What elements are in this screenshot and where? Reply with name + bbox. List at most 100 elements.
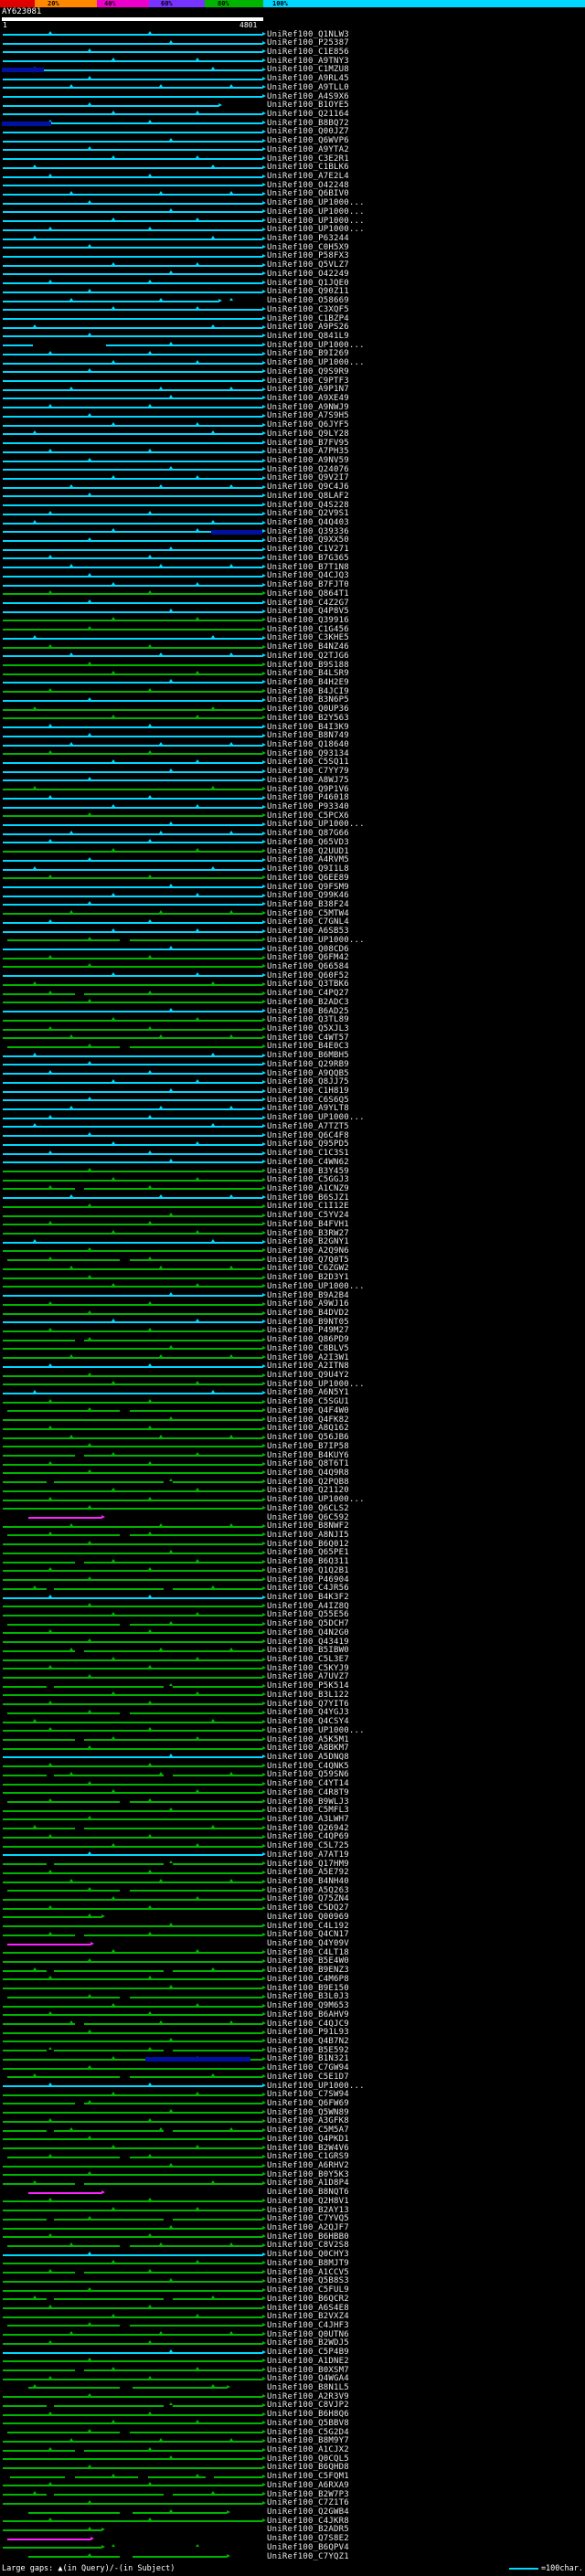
hit-bar-segment[interactable] (3, 291, 262, 293)
hit-bar-segment[interactable] (3, 593, 262, 596)
hit-bar-segment[interactable] (3, 1002, 262, 1004)
hit-label[interactable]: UniRef100_Q5WN89 (267, 2107, 349, 2117)
hit-bar-segment[interactable] (3, 1250, 262, 1253)
hit-label[interactable]: UniRef100_P58FX3 (267, 251, 349, 261)
hit-bar-segment[interactable] (3, 424, 262, 427)
hit-label[interactable]: UniRef100_Q86PD9 (267, 1335, 349, 1345)
hit-label[interactable]: UniRef100_Q4B7N2 (267, 2036, 349, 2046)
hit-bar-segment[interactable] (3, 2520, 262, 2523)
hit-label[interactable]: UniRef100_Q9LY28 (267, 429, 349, 439)
hit-bar-segment[interactable] (130, 1410, 262, 1413)
hit-bar-segment[interactable] (3, 193, 262, 196)
hit-label[interactable]: UniRef100_Q864T1 (267, 588, 349, 599)
hit-bar-segment[interactable] (3, 1934, 76, 1936)
hit-bar-segment[interactable] (3, 273, 262, 276)
hit-bar-segment[interactable] (3, 1543, 262, 1546)
hit-bar-segment[interactable] (84, 2369, 262, 2372)
hit-label[interactable]: UniRef100_B2VXZ4 (267, 2312, 349, 2322)
hit-label[interactable]: UniRef100_A1CCV5 (267, 2267, 349, 2277)
hit-label[interactable]: UniRef100_A9TNY3 (267, 56, 349, 66)
hit-bar-segment[interactable] (3, 1392, 262, 1394)
hit-label[interactable]: UniRef100_A9WJ16 (267, 1299, 349, 1309)
hit-bar-segment[interactable] (6, 2325, 120, 2327)
hit-bar-segment[interactable] (3, 255, 262, 258)
hit-bar-segment[interactable] (3, 761, 262, 764)
hit-label[interactable]: UniRef100_UP1000... (267, 2081, 365, 2091)
hit-bar-segment[interactable] (3, 548, 262, 551)
hit-label[interactable]: UniRef100_Q17HM9 (267, 1859, 349, 1869)
hit-bar-segment[interactable] (3, 2396, 262, 2399)
hit-bar-segment[interactable] (3, 1730, 262, 1733)
hit-bar-segment[interactable] (3, 859, 262, 862)
hit-bar-segment[interactable] (3, 1579, 262, 1582)
hit-label[interactable]: UniRef100_C1BLK6 (267, 163, 349, 173)
hit-label[interactable]: UniRef100_C4JR56 (267, 1584, 349, 1594)
hit-bar-segment[interactable] (3, 664, 262, 667)
hit-bar-segment[interactable] (3, 2449, 76, 2452)
hit-bar-segment[interactable] (3, 726, 262, 729)
hit-label[interactable]: UniRef100_Q95PD5 (267, 1140, 349, 1150)
hit-bar-segment[interactable] (3, 51, 262, 54)
hit-bar-segment[interactable] (3, 69, 262, 71)
hit-bar-segment[interactable] (3, 1481, 47, 1484)
hit-bar-strong-segment[interactable] (210, 529, 262, 535)
hit-bar-segment[interactable] (3, 2307, 262, 2309)
hit-bar-segment[interactable] (3, 345, 34, 347)
hit-label[interactable]: UniRef100_C5KYJ9 (267, 1663, 349, 1673)
hit-bar-segment[interactable] (3, 904, 262, 906)
hit-bar-segment[interactable] (3, 1898, 262, 1901)
hit-label[interactable]: UniRef100_UP1000... (267, 935, 365, 945)
hit-bar-segment[interactable] (3, 1179, 262, 1182)
hit-bar-segment[interactable] (6, 1996, 120, 1998)
hit-bar-segment[interactable] (3, 1703, 262, 1706)
hit-bar-segment[interactable] (3, 2218, 47, 2221)
hit-label[interactable]: UniRef100_A9XE49 (267, 393, 349, 403)
hit-bar-segment[interactable] (27, 2511, 120, 2514)
hit-label[interactable]: UniRef100_B38F24 (267, 899, 349, 909)
hit-label[interactable]: UniRef100_Q4FK82 (267, 1415, 349, 1425)
hit-label[interactable]: UniRef100_A9NV59 (267, 456, 349, 465)
hit-bar-segment[interactable] (3, 2085, 262, 2088)
hit-label[interactable]: UniRef100_C5FQM1 (267, 2472, 349, 2482)
hit-bar-segment[interactable] (173, 2050, 262, 2052)
hit-bar-segment[interactable] (3, 2067, 262, 2070)
hit-label[interactable]: UniRef100_B8MJT9 (267, 2258, 349, 2268)
hit-bar-segment[interactable] (3, 2058, 262, 2061)
hit-label[interactable]: UniRef100_Q7YIT6 (267, 1699, 349, 1709)
hit-bar-segment[interactable] (3, 1508, 262, 1511)
hit-bar-segment[interactable] (3, 1952, 262, 1955)
hit-bar-segment[interactable] (3, 1214, 262, 1217)
hit-bar-segment[interactable] (3, 96, 262, 99)
hit-bar-segment[interactable] (6, 939, 120, 942)
hit-bar-segment[interactable] (3, 567, 262, 569)
hit-label[interactable]: UniRef100_C1C3S1 (267, 1149, 349, 1159)
hit-bar-segment[interactable] (3, 2253, 262, 2256)
hit-bar-segment[interactable] (3, 1774, 47, 1776)
hit-label[interactable]: UniRef100_Q21164 (267, 109, 349, 119)
hit-label[interactable]: UniRef100_Q55E56 (267, 1610, 349, 1620)
hit-bar-strong-segment[interactable] (2, 68, 44, 73)
hit-bar-segment[interactable] (84, 2023, 262, 2025)
hit-label[interactable]: UniRef100_B1OYE5 (267, 101, 349, 111)
hit-label[interactable]: UniRef100_C3E2R1 (267, 154, 349, 164)
hit-label[interactable]: UniRef100_A9QQB5 (267, 1068, 349, 1078)
hit-label[interactable]: UniRef100_A6N5Y1 (267, 1388, 349, 1398)
hit-bar-segment[interactable] (3, 42, 262, 45)
hit-bar-segment[interactable] (3, 380, 262, 383)
hit-label[interactable]: UniRef100_A8NJI5 (267, 1530, 349, 1540)
hit-label[interactable]: UniRef100_C5M5A7 (267, 2125, 349, 2136)
hit-bar-segment[interactable] (3, 851, 262, 853)
hit-bar-segment[interactable] (54, 1774, 165, 1776)
hit-bar-segment[interactable] (3, 1463, 262, 1466)
hit-label[interactable]: UniRef100_B6HBB0 (267, 2231, 349, 2242)
hit-label[interactable]: UniRef100_B9WLJ3 (267, 1797, 349, 1807)
hit-label[interactable]: UniRef100_C5MFL3 (267, 1806, 349, 1816)
hit-bar-segment[interactable] (148, 2475, 207, 2478)
hit-bar-segment[interactable] (3, 1019, 262, 1022)
hit-label[interactable]: UniRef100_C4WN62 (267, 1157, 349, 1167)
hit-bar-segment[interactable] (3, 1641, 262, 1644)
hit-bar-segment[interactable] (130, 1890, 262, 1892)
hit-label[interactable]: UniRef100_C4PQ27 (267, 989, 349, 999)
hit-bar-segment[interactable] (3, 1828, 76, 1830)
hit-bar-segment[interactable] (3, 2103, 76, 2105)
